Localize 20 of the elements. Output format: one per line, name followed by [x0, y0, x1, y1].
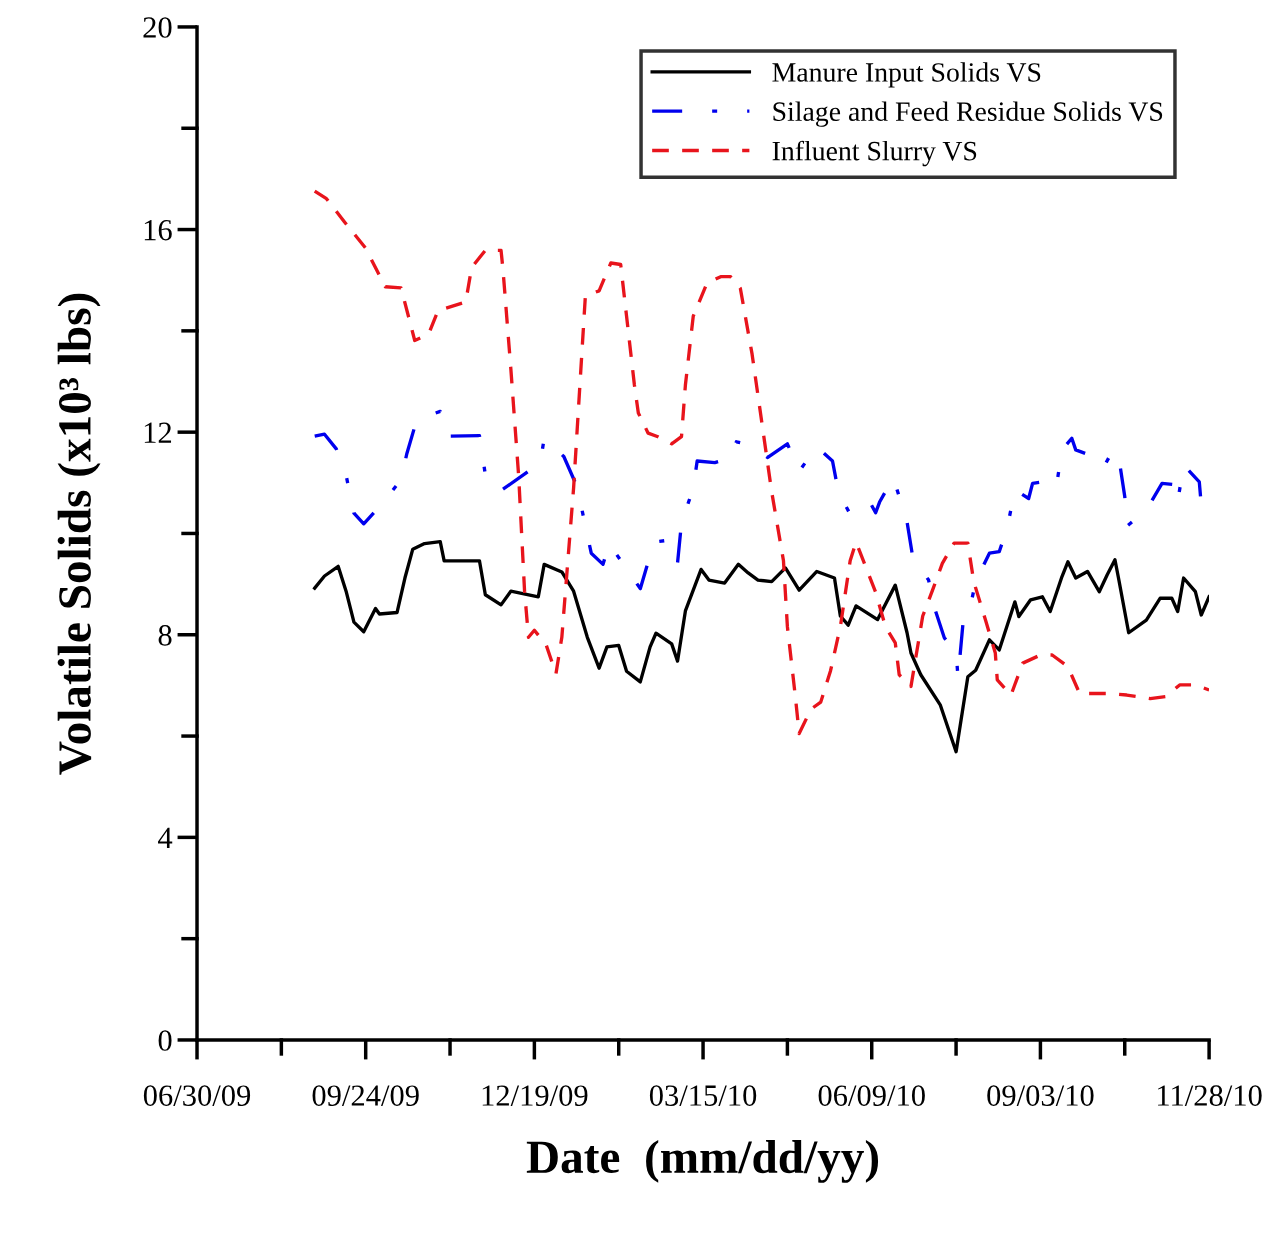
x-tick-label: 12/19/09: [482, 1085, 588, 1106]
line-series: [313, 539, 1210, 754]
x-tick-label: 09/03/10: [987, 1085, 1094, 1106]
y-tick-label: 16: [144, 219, 172, 241]
legend-label: Manure Input Solids VS: [772, 62, 1041, 88]
x-tick-label: 06/30/09: [143, 1085, 251, 1106]
y-tick-label: 4: [158, 827, 173, 848]
x-tick-label: 09/24/09: [312, 1085, 419, 1106]
x-axis-title: Date (mm/dd/yy): [526, 1139, 879, 1183]
legend-label: Silage and Feed Residue Solids VS: [773, 101, 1163, 127]
line-series: [313, 189, 1210, 736]
y-tick-label: 20: [143, 17, 172, 38]
x-tick-label: 03/15/10: [649, 1085, 757, 1106]
y-tick-label: 8: [158, 625, 172, 646]
y-axis-title: Volatile Solids (x10³ lbs): [57, 293, 101, 775]
x-tick-label: 06/09/10: [818, 1085, 925, 1106]
x-tick-label: 11/28/10: [1158, 1085, 1262, 1106]
legend-label: Influent Slurry VS: [772, 140, 977, 167]
y-tick-label: 12: [144, 422, 172, 443]
y-tick-label: 0: [158, 1030, 172, 1051]
